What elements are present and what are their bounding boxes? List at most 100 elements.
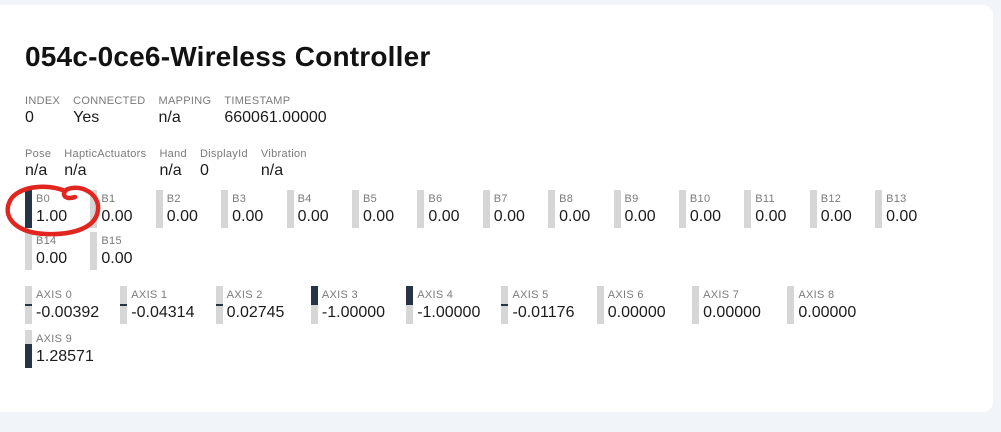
button-meter-b3: B3 0.00	[221, 190, 286, 228]
meter-bar	[25, 190, 32, 228]
meter-label: B5	[362, 193, 378, 205]
info-field-mapping: MAPPING n/a	[159, 94, 212, 127]
meter-bar	[596, 286, 604, 324]
meter-label: B14	[36, 235, 57, 247]
info-rows: INDEX 0 CONNECTED Yes MAPPING n/a TIMESTAMP 660…	[25, 94, 993, 180]
meter-label: B11	[755, 193, 775, 205]
meter-bar	[787, 286, 795, 324]
info-field-connected: CONNECTED Yes	[73, 94, 145, 127]
meter-fill	[25, 190, 32, 228]
field-label: TIMESTAMP	[224, 95, 291, 107]
button-meter-b2: B2 0.00	[155, 190, 221, 228]
field-value: 0	[25, 109, 34, 126]
meter-value: 0.00	[428, 208, 460, 225]
field-label: MAPPING	[158, 95, 212, 107]
meter-fill	[25, 304, 32, 306]
meter-bar	[548, 190, 556, 228]
meter-label: B2	[166, 193, 181, 205]
button-meter-b12: B12 0.00	[809, 190, 875, 228]
buttons-grid: B0 1.00 B1 0.00 B2 0.00 B3 0.00 B4 0.00 B5 0.00 B6 0.…	[25, 190, 941, 270]
meter-bar	[25, 286, 32, 324]
field-label: CONNECTED	[73, 95, 146, 107]
meter-bar	[406, 286, 414, 324]
meter-value: 0.00	[559, 208, 591, 225]
meter-value: -0.00392	[36, 304, 100, 321]
axis-meter-axis2: AXIS 2 0.02745	[215, 286, 311, 324]
meter-value: 0.00	[166, 208, 198, 225]
meter-bar	[120, 286, 128, 324]
button-meter-b8: B8 0.00	[548, 190, 613, 228]
meter-value: 1.00	[36, 208, 68, 225]
meter-bar	[692, 286, 700, 324]
meter-label: B0	[36, 193, 51, 205]
axis-meter-axis4: AXIS 4 -1.00000	[406, 286, 501, 324]
info-field-pose: Pose n/a	[25, 147, 51, 180]
meter-value: -0.04314	[131, 304, 195, 321]
button-meter-b1: B1 0.00	[90, 190, 155, 228]
meter-value: 0.00	[886, 208, 918, 225]
meter-bar	[286, 190, 294, 228]
axis-meter-axis7: AXIS 7 0.00000	[692, 286, 787, 324]
meter-bar	[678, 190, 686, 228]
meter-fill	[501, 304, 509, 306]
meter-value: 0.00	[755, 208, 787, 225]
meter-label: AXIS 7	[703, 289, 740, 301]
meter-bar	[482, 190, 490, 228]
meter-value: 0.00	[101, 208, 133, 225]
field-label: INDEX	[25, 95, 61, 107]
meter-value: 1.28571	[36, 348, 94, 365]
info-field-index: INDEX 0	[25, 94, 60, 127]
meter-value: 0.00000	[607, 304, 666, 321]
meter-label: AXIS 9	[36, 333, 73, 345]
meter-value: 0.00	[232, 208, 264, 225]
meter-value: 0.02745	[226, 304, 285, 321]
meter-fill	[25, 343, 32, 368]
button-meter-b11: B11 0.00	[744, 190, 809, 228]
meter-label: B4	[297, 193, 312, 205]
meter-label: B8	[559, 193, 574, 205]
meter-value: 0.00	[624, 208, 656, 225]
button-meter-b9: B9 0.00	[613, 190, 679, 228]
meter-label: AXIS 8	[798, 289, 835, 301]
button-meter-b13: B13 0.00	[875, 190, 940, 228]
meter-label: B3	[232, 193, 247, 205]
meter-value: 0.00000	[798, 304, 857, 321]
axis-meter-axis1: AXIS 1 -0.04314	[120, 286, 215, 324]
info-row: Pose n/a HapticActuators n/a Hand n/a DisplayI…	[25, 147, 993, 180]
info-field-hapticactuators: HapticActuators n/a	[64, 147, 146, 180]
axis-meter-axis6: AXIS 6 0.00000	[596, 286, 692, 324]
meter-value: 0.00	[689, 208, 722, 225]
meter-value: 0.00	[297, 208, 329, 225]
button-meter-b15: B15 0.00	[90, 232, 155, 270]
button-meter-b7: B7 0.00	[482, 190, 548, 228]
meter-bar	[417, 190, 425, 228]
meter-label: AXIS 4	[417, 289, 454, 301]
meter-value: -0.01176	[512, 304, 575, 321]
page-title: 054c-0ce6-Wireless Controller	[25, 41, 431, 72]
meter-bar	[90, 232, 98, 270]
field-value: n/a	[158, 109, 181, 126]
meter-fill	[215, 304, 223, 306]
axis-meter-axis8: AXIS 8 0.00000	[787, 286, 882, 324]
meter-fill	[406, 286, 414, 305]
field-value: 660061.00000	[224, 109, 327, 126]
field-label: DisplayId	[199, 148, 248, 160]
axis-meter-axis0: AXIS 0 -0.00392	[25, 286, 120, 324]
meter-bar	[351, 190, 359, 228]
info-field-displayid: DisplayId 0	[200, 147, 248, 180]
axes-grid: AXIS 0 -0.00392 AXIS 1 -0.04314 AXIS 2 0.0274…	[25, 286, 941, 368]
meter-bar	[875, 190, 883, 228]
meter-bar	[221, 190, 229, 228]
meter-value: -1.00000	[417, 304, 481, 321]
field-value: n/a	[159, 162, 182, 179]
meter-value: 0.00	[362, 208, 395, 225]
field-value: n/a	[64, 162, 87, 179]
button-meter-b5: B5 0.00	[351, 190, 417, 228]
field-value: n/a	[260, 162, 284, 179]
field-value: n/a	[25, 162, 48, 179]
field-label: Pose	[25, 148, 52, 160]
field-label: HapticActuators	[64, 148, 147, 160]
meter-label: AXIS 1	[131, 289, 168, 301]
meter-label: B7	[493, 193, 508, 205]
field-value: 0	[199, 162, 209, 179]
